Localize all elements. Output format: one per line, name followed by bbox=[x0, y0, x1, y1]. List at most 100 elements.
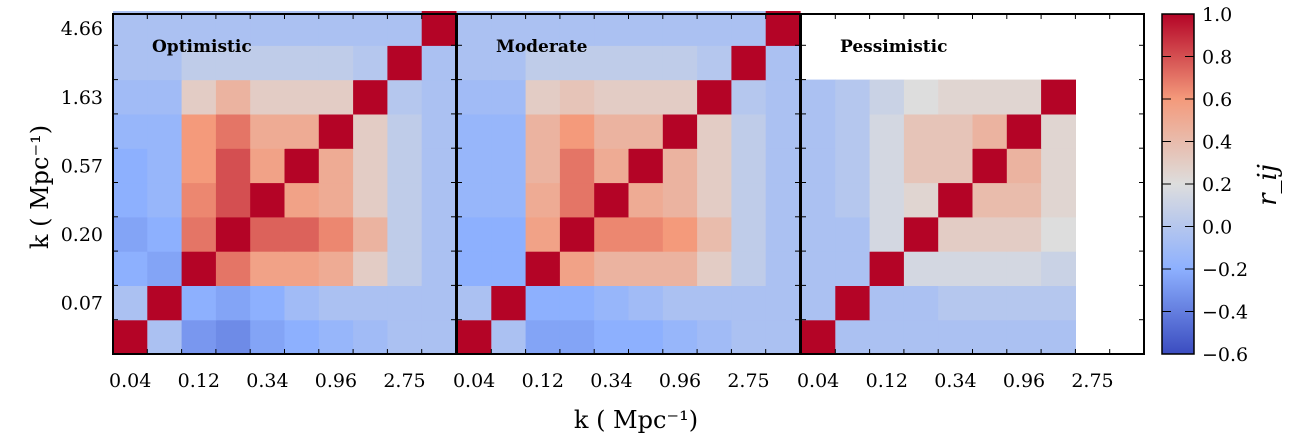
heatmap-cell bbox=[113, 79, 148, 115]
heatmap-cell bbox=[250, 251, 286, 286]
heatmap-cell bbox=[215, 182, 251, 218]
heatmap-cell bbox=[250, 182, 286, 218]
heatmap-cell bbox=[215, 216, 251, 252]
heatmap-cell bbox=[697, 11, 732, 46]
panel-moderate: Moderate bbox=[457, 11, 801, 355]
heatmap-cell bbox=[662, 216, 698, 252]
heatmap-cell bbox=[559, 319, 595, 355]
heatmap-cell bbox=[903, 79, 939, 115]
heatmap-cell bbox=[938, 216, 974, 252]
x-tick-label: 0.34 bbox=[246, 370, 288, 392]
heatmap-cell bbox=[731, 45, 767, 81]
heatmap-cell bbox=[318, 182, 354, 218]
heatmap-cell bbox=[491, 79, 527, 115]
heatmap-cell bbox=[457, 251, 492, 286]
colorbar-tick-label: 0.0 bbox=[1202, 217, 1232, 239]
heatmap-cell bbox=[421, 319, 457, 355]
heatmap-cell bbox=[972, 216, 1008, 252]
heatmap-cell bbox=[457, 148, 492, 184]
colorbar-label: r_ij bbox=[1253, 164, 1283, 206]
heatmap-cell bbox=[457, 216, 492, 252]
heatmap-cell bbox=[387, 182, 423, 218]
heatmap-cell bbox=[731, 319, 767, 355]
heatmap-cell bbox=[215, 11, 251, 46]
x-axis-label: k ( Mpc⁻¹) bbox=[574, 406, 698, 434]
heatmap-cell bbox=[594, 45, 630, 81]
heatmap-cell bbox=[353, 45, 388, 81]
heatmap-cell bbox=[387, 216, 423, 252]
heatmap-cell bbox=[181, 11, 217, 46]
heatmap-cell bbox=[284, 319, 320, 355]
heatmap-cell bbox=[181, 285, 217, 321]
x-tick-label: 0.04 bbox=[797, 370, 839, 392]
colorbar-tick-label: 1.0 bbox=[1202, 4, 1232, 26]
heatmap-cell bbox=[318, 148, 354, 184]
heatmap-cell bbox=[903, 251, 939, 286]
heatmap-cell bbox=[387, 148, 423, 184]
heatmap-cell bbox=[353, 285, 388, 321]
heatmap-cell bbox=[1006, 113, 1042, 149]
panel-frames bbox=[112, 13, 1145, 355]
heatmap-cell bbox=[801, 113, 836, 149]
heatmap-cell bbox=[181, 79, 217, 115]
heatmap-cell bbox=[113, 251, 148, 286]
heatmap-cell bbox=[1041, 251, 1076, 286]
heatmap-cell bbox=[594, 11, 630, 46]
heatmap-cell bbox=[457, 182, 492, 218]
heatmap-cell bbox=[835, 79, 871, 115]
heatmap-cell bbox=[765, 11, 801, 46]
heatmap-cell bbox=[1041, 182, 1076, 218]
heatmap-cell bbox=[421, 45, 457, 81]
heatmap-cell bbox=[628, 79, 664, 115]
heatmap-cell bbox=[1006, 216, 1042, 252]
heatmap-cell bbox=[215, 319, 251, 355]
heatmap-cell bbox=[284, 45, 320, 81]
heatmap-cell bbox=[662, 79, 698, 115]
x-tick-label: 0.04 bbox=[109, 370, 151, 392]
heatmap-cell bbox=[113, 113, 148, 149]
x-tick-label: 0.12 bbox=[522, 370, 564, 392]
heatmap-cell bbox=[525, 285, 561, 321]
heatmap-cell bbox=[113, 319, 148, 355]
heatmap-cell bbox=[318, 79, 354, 115]
panels: Optimistic Moderate Pessimistic bbox=[113, 11, 1144, 355]
heatmap-cell bbox=[1006, 79, 1042, 115]
x-tick-label: 2.75 bbox=[1071, 370, 1113, 392]
heatmap-cell bbox=[972, 182, 1008, 218]
heatmap-cell bbox=[421, 216, 457, 252]
heatmap-cell bbox=[250, 148, 286, 184]
heatmap-cell bbox=[457, 11, 492, 46]
heatmap-cell bbox=[250, 285, 286, 321]
heatmap-cell bbox=[1041, 216, 1076, 252]
heatmap-cell bbox=[835, 285, 871, 321]
heatmap-cell bbox=[1041, 148, 1076, 184]
heatmap-cell bbox=[387, 113, 423, 149]
x-tick-label: 0.04 bbox=[453, 370, 495, 392]
heatmap-cell bbox=[147, 182, 183, 218]
heatmap-cell bbox=[491, 285, 527, 321]
heatmap-cell bbox=[697, 251, 732, 286]
heatmap-cell bbox=[491, 45, 527, 81]
heatmap-cell bbox=[1041, 285, 1076, 321]
heatmap-cell bbox=[903, 182, 939, 218]
heatmap-cell bbox=[628, 113, 664, 149]
colorbar-tick-label: 0.4 bbox=[1202, 132, 1232, 154]
heatmap-cell bbox=[731, 113, 767, 149]
heatmap-cell bbox=[353, 113, 388, 149]
heatmap-cell bbox=[559, 216, 595, 252]
heatmap-cell bbox=[801, 182, 836, 218]
heatmap-cell bbox=[731, 79, 767, 115]
heatmap-cell bbox=[1041, 113, 1076, 149]
heatmap-cell bbox=[662, 285, 698, 321]
heatmap-cell bbox=[938, 285, 974, 321]
heatmap-cell bbox=[284, 251, 320, 286]
heatmap-cell bbox=[594, 216, 630, 252]
heatmap-cell bbox=[835, 148, 871, 184]
heatmap-cell bbox=[181, 113, 217, 149]
heatmap-cell bbox=[594, 182, 630, 218]
heatmap-cell bbox=[457, 113, 492, 149]
heatmap-cell bbox=[113, 182, 148, 218]
heatmap-cell bbox=[250, 79, 286, 115]
heatmap-cell bbox=[765, 79, 801, 115]
heatmap-cell bbox=[731, 182, 767, 218]
